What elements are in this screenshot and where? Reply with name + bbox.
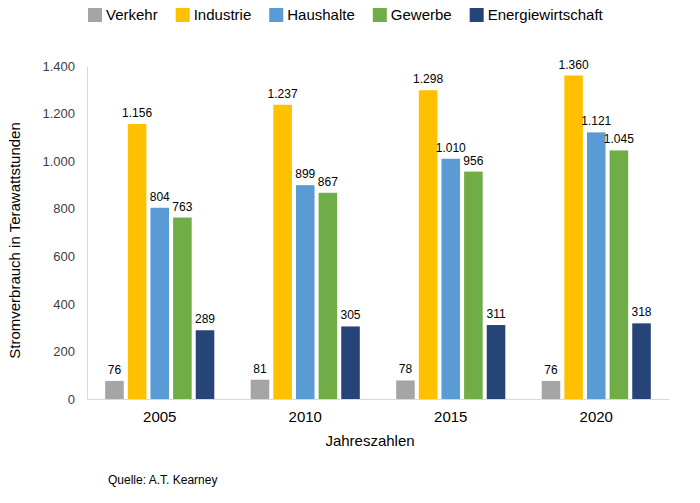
bar xyxy=(196,330,215,399)
data-label: 956 xyxy=(463,154,483,168)
legend-label: Industrie xyxy=(194,6,252,23)
y-tick-label: 800 xyxy=(53,201,75,216)
chart: 0 200 400 600 800 1.000 1.200 1.400 2005 2010 2015… xyxy=(0,0,700,503)
x-axis-title: Jahreszahlen xyxy=(325,432,414,449)
legend-item: Industrie xyxy=(176,6,252,23)
bar xyxy=(464,172,483,399)
bar xyxy=(150,208,169,399)
y-axis-title: Stromverbrauch in Terawattstunden xyxy=(6,122,23,359)
bar xyxy=(542,381,561,399)
data-label: 1.121 xyxy=(581,114,611,128)
y-tick-label: 1.000 xyxy=(42,154,75,169)
x-tick: 2005 xyxy=(143,399,176,425)
bar xyxy=(587,132,606,399)
bar xyxy=(173,218,192,399)
legend-item: Energiewirtschaft xyxy=(470,6,604,23)
data-label: 763 xyxy=(172,200,192,214)
legend-label: Verkehr xyxy=(106,6,158,23)
x-tick: 2015 xyxy=(434,399,467,425)
y-tick: 200 xyxy=(53,344,87,359)
annotation: Quelle: A.T. Kearney xyxy=(108,473,217,487)
y-tick: 0 xyxy=(68,392,87,407)
legend-item: Verkehr xyxy=(88,6,158,23)
bar xyxy=(441,159,460,399)
y-tick-label: 1.400 xyxy=(42,59,75,74)
x-tick: 2010 xyxy=(289,399,322,425)
x-tick-label: 2015 xyxy=(434,408,467,425)
bar xyxy=(396,380,415,399)
x-tick: 2020 xyxy=(580,399,613,425)
y-tick-label: 0 xyxy=(68,392,75,407)
y-tick: 1.200 xyxy=(42,106,87,121)
data-label: 1.045 xyxy=(604,132,634,146)
legend-item: Gewerbe xyxy=(373,6,452,23)
x-axis-line xyxy=(88,399,670,400)
x-axis: 2005 2010 2015 2020 xyxy=(88,399,670,425)
bar xyxy=(564,76,583,399)
bar xyxy=(487,325,506,399)
data-labels: 76 81 78 76 1.156 1.237 1.298 1.360 804 899 1.010 1… xyxy=(108,58,652,377)
data-label: 78 xyxy=(399,362,413,376)
x-tick-label: 2010 xyxy=(289,408,322,425)
y-tick: 800 xyxy=(53,201,87,216)
bar xyxy=(105,381,124,399)
data-label: 1.010 xyxy=(436,141,466,155)
bar xyxy=(319,193,338,399)
legend: Verkehr Industrie Haushalte Gewerbe Energiew… xyxy=(88,6,604,23)
data-label: 1.298 xyxy=(413,72,443,86)
legend-label: Energiewirtschaft xyxy=(488,6,604,23)
data-label: 804 xyxy=(150,190,170,204)
bar xyxy=(632,323,651,399)
legend-label: Haushalte xyxy=(287,6,355,23)
y-axis: 0 200 400 600 800 1.000 1.200 1.400 xyxy=(42,59,87,407)
bar xyxy=(296,185,315,399)
bar xyxy=(251,380,270,399)
legend-swatch xyxy=(373,8,387,22)
data-label: 1.360 xyxy=(559,58,589,72)
data-label: 305 xyxy=(341,308,361,322)
bar xyxy=(128,124,147,399)
data-label: 76 xyxy=(544,363,558,377)
y-axis-line xyxy=(87,67,88,400)
data-label: 1.237 xyxy=(268,87,298,101)
legend-item: Haushalte xyxy=(269,6,355,23)
legend-swatch xyxy=(470,8,484,22)
data-label: 76 xyxy=(108,363,122,377)
bar xyxy=(273,105,292,399)
legend-swatch xyxy=(269,8,283,22)
data-label: 867 xyxy=(318,175,338,189)
legend-swatch xyxy=(88,8,102,22)
data-label: 289 xyxy=(195,312,215,326)
y-tick: 400 xyxy=(53,297,87,312)
y-tick: 1.000 xyxy=(42,154,87,169)
data-label: 899 xyxy=(295,167,315,181)
x-tick-label: 2005 xyxy=(143,408,176,425)
y-tick-label: 200 xyxy=(53,344,75,359)
y-tick-label: 1.200 xyxy=(42,106,75,121)
data-label: 318 xyxy=(632,305,652,319)
y-tick-label: 400 xyxy=(53,297,75,312)
legend-label: Gewerbe xyxy=(391,6,452,23)
y-tick-label: 600 xyxy=(53,249,75,264)
bar xyxy=(341,326,360,399)
y-tick: 1.400 xyxy=(42,59,87,74)
bar xyxy=(419,90,438,399)
legend-swatch xyxy=(176,8,190,22)
bars xyxy=(105,76,651,399)
data-label: 81 xyxy=(253,362,267,376)
data-label: 311 xyxy=(486,307,505,321)
x-tick-label: 2020 xyxy=(580,408,613,425)
data-label: 1.156 xyxy=(122,106,152,120)
y-tick: 600 xyxy=(53,249,87,264)
bar xyxy=(610,150,629,399)
